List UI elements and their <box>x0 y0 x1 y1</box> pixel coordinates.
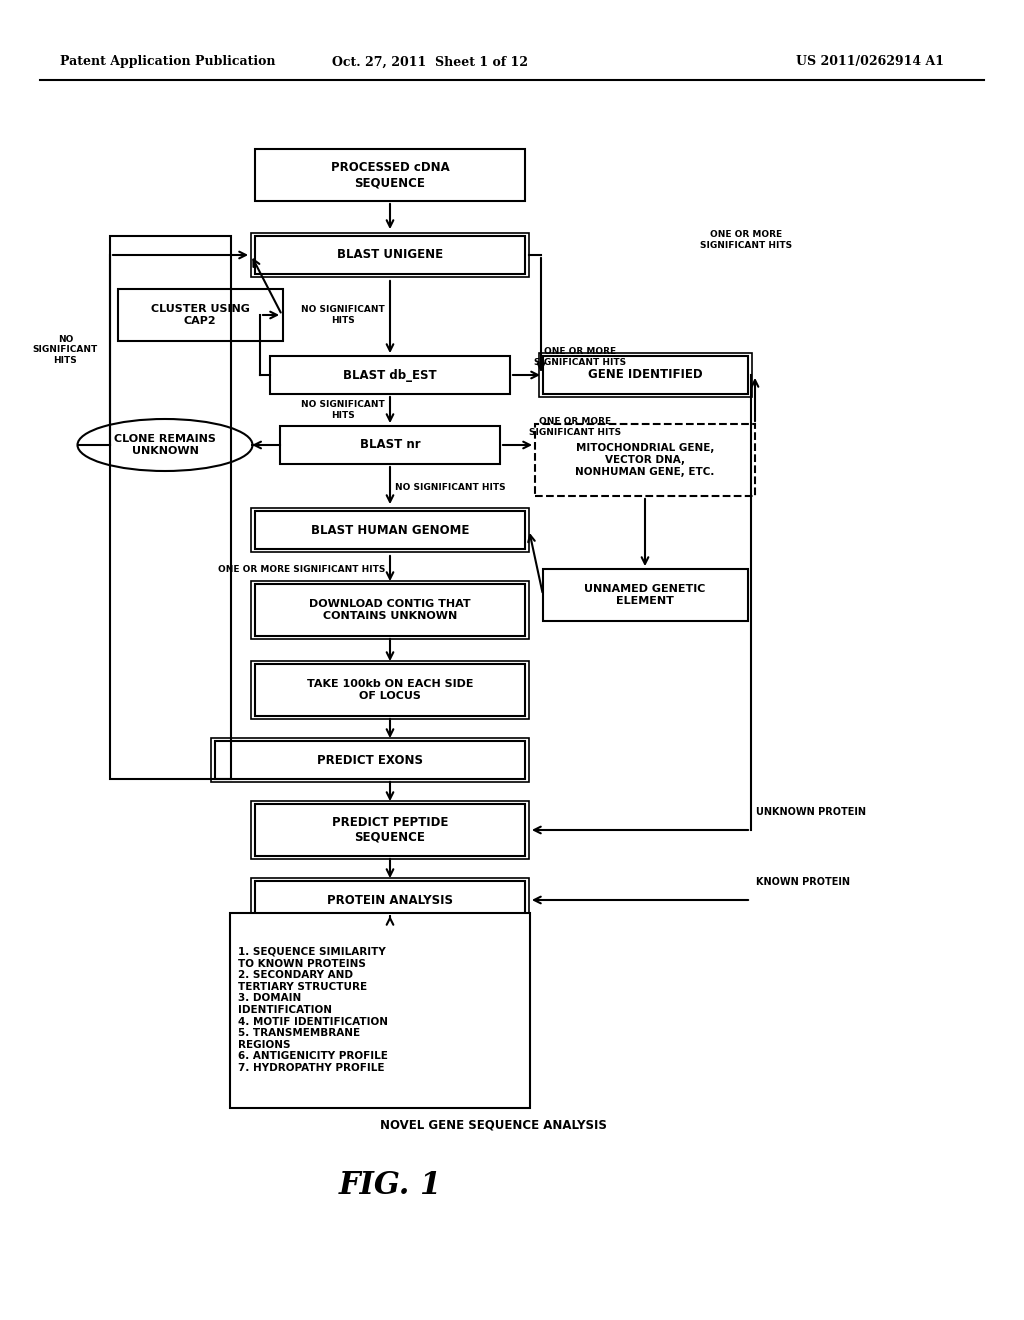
Text: DOWNLOAD CONTIG THAT
CONTAINS UNKNOWN: DOWNLOAD CONTIG THAT CONTAINS UNKNOWN <box>309 599 471 620</box>
FancyBboxPatch shape <box>230 912 530 1107</box>
Text: NO SIGNIFICANT
HITS: NO SIGNIFICANT HITS <box>301 305 385 325</box>
Text: NOVEL GENE SEQUENCE ANALYSIS: NOVEL GENE SEQUENCE ANALYSIS <box>380 1118 607 1131</box>
FancyBboxPatch shape <box>543 356 748 393</box>
Text: TAKE 100kb ON EACH SIDE
OF LOCUS: TAKE 100kb ON EACH SIDE OF LOCUS <box>307 680 473 701</box>
Bar <box>251 878 529 921</box>
FancyBboxPatch shape <box>255 149 525 201</box>
Ellipse shape <box>78 418 253 471</box>
Text: ONE OR MORE SIGNIFICANT HITS: ONE OR MORE SIGNIFICANT HITS <box>218 565 385 574</box>
FancyBboxPatch shape <box>255 804 525 855</box>
FancyBboxPatch shape <box>255 664 525 715</box>
Text: Patent Application Publication: Patent Application Publication <box>60 55 275 69</box>
Text: MITOCHONDRIAL GENE,
VECTOR DNA,
NONHUMAN GENE, ETC.: MITOCHONDRIAL GENE, VECTOR DNA, NONHUMAN… <box>575 444 715 477</box>
FancyBboxPatch shape <box>255 583 525 636</box>
Bar <box>251 508 529 552</box>
Text: 1. SEQUENCE SIMILARITY
TO KNOWN PROTEINS
2. SECONDARY AND
TERTIARY STRUCTURE
3. : 1. SEQUENCE SIMILARITY TO KNOWN PROTEINS… <box>238 946 388 1073</box>
FancyBboxPatch shape <box>543 569 748 620</box>
Text: KNOWN PROTEIN: KNOWN PROTEIN <box>756 876 850 887</box>
Bar <box>539 352 752 397</box>
Text: PREDICT EXONS: PREDICT EXONS <box>317 754 423 767</box>
Text: CLUSTER USING
CAP2: CLUSTER USING CAP2 <box>151 304 250 326</box>
FancyBboxPatch shape <box>255 236 525 275</box>
Bar <box>251 234 529 277</box>
Bar <box>251 661 529 719</box>
Text: PREDICT PEPTIDE
SEQUENCE: PREDICT PEPTIDE SEQUENCE <box>332 816 449 843</box>
FancyBboxPatch shape <box>255 880 525 919</box>
Text: CLONE REMAINS
UNKNOWN: CLONE REMAINS UNKNOWN <box>114 434 216 455</box>
Text: PROTEIN ANALYSIS: PROTEIN ANALYSIS <box>327 894 453 907</box>
Bar <box>211 738 529 781</box>
Text: UNKNOWN PROTEIN: UNKNOWN PROTEIN <box>756 807 866 817</box>
Text: ONE OR MORE
SIGNIFICANT HITS: ONE OR MORE SIGNIFICANT HITS <box>700 230 793 249</box>
Text: BLAST UNIGENE: BLAST UNIGENE <box>337 248 443 261</box>
Text: ONE OR MORE
SIGNIFICANT HITS: ONE OR MORE SIGNIFICANT HITS <box>529 417 622 437</box>
Text: BLAST db_EST: BLAST db_EST <box>343 368 437 381</box>
Text: Oct. 27, 2011  Sheet 1 of 12: Oct. 27, 2011 Sheet 1 of 12 <box>332 55 528 69</box>
Text: GENE IDENTIFIED: GENE IDENTIFIED <box>588 368 702 381</box>
Bar <box>110 236 231 779</box>
Text: NO SIGNIFICANT HITS: NO SIGNIFICANT HITS <box>395 483 506 491</box>
FancyBboxPatch shape <box>255 511 525 549</box>
Bar <box>251 801 529 859</box>
Bar <box>251 581 529 639</box>
FancyBboxPatch shape <box>535 424 755 496</box>
Text: US 2011/0262914 A1: US 2011/0262914 A1 <box>796 55 944 69</box>
FancyBboxPatch shape <box>215 741 525 779</box>
Text: UNNAMED GENETIC
ELEMENT: UNNAMED GENETIC ELEMENT <box>585 585 706 606</box>
FancyBboxPatch shape <box>118 289 283 341</box>
Text: NO
SIGNIFICANT
HITS: NO SIGNIFICANT HITS <box>33 335 98 364</box>
FancyBboxPatch shape <box>280 426 500 465</box>
Text: NO SIGNIFICANT
HITS: NO SIGNIFICANT HITS <box>301 400 385 420</box>
Text: FIG. 1: FIG. 1 <box>338 1170 441 1200</box>
Text: BLAST nr: BLAST nr <box>359 438 420 451</box>
Text: PROCESSED cDNA
SEQUENCE: PROCESSED cDNA SEQUENCE <box>331 161 450 189</box>
Text: ONE OR MORE
SIGNIFICANT HITS: ONE OR MORE SIGNIFICANT HITS <box>534 347 626 367</box>
Text: BLAST HUMAN GENOME: BLAST HUMAN GENOME <box>311 524 469 536</box>
FancyBboxPatch shape <box>270 356 510 393</box>
